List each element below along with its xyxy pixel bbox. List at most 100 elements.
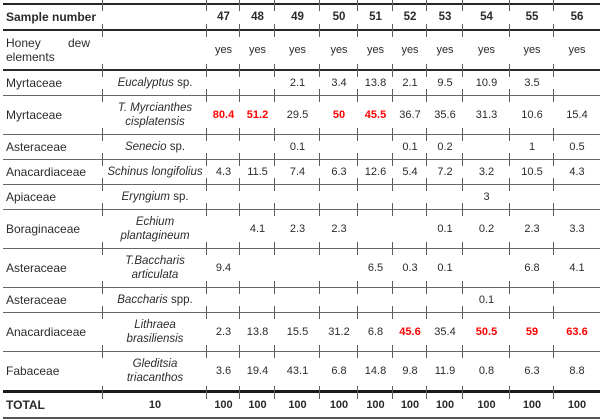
species-name: Eryngium — [121, 191, 171, 203]
species-row: Asteraceae Baccharis spp. 0.1 — [3, 281, 600, 312]
value-cell: 3.3 — [553, 203, 600, 248]
value-cell: 2.3 — [319, 203, 358, 248]
species-suffix: sp. — [177, 77, 193, 89]
sample-number-label: Sample number — [3, 3, 103, 29]
species-row: Myrtaceae Eucalyptus sp. 2.1 3.4 13.8 2.1 9.5 1… — [3, 64, 600, 95]
sample-number-cell: 54 — [462, 0, 510, 29]
value-cell: 13.8 — [357, 64, 393, 95]
sample-number-cell: 53 — [426, 0, 463, 29]
species-cell: Baccharis spp. — [102, 281, 207, 312]
total-value-cell: 100 — [319, 386, 358, 419]
sample-number-cell: 52 — [392, 0, 427, 29]
species-name: Echium — [135, 216, 175, 228]
value-cell: 80.4 — [206, 89, 240, 134]
value-cell: 45.5 — [357, 89, 393, 134]
value-cell — [239, 242, 275, 287]
value-cell — [509, 281, 554, 312]
value-cell — [553, 281, 600, 312]
total-label-cell: TOTAL — [3, 390, 103, 419]
value-cell: 63.6 — [553, 306, 600, 351]
value-cell — [509, 178, 554, 209]
total-value-cell: 100 — [274, 386, 320, 419]
honeydew-word-dew: dew — [67, 36, 90, 50]
value-cell: 51.2 — [239, 89, 275, 134]
species-row: Anacardiaceae Lithraea brasiliensis 2.3 13.8… — [3, 306, 600, 351]
family-cell: Asteraceae — [3, 287, 103, 312]
value-cell: 4.3 — [206, 153, 240, 184]
honeydew-label: Honey dew elements — [6, 36, 102, 64]
value-cell — [239, 128, 275, 159]
value-cell — [206, 281, 240, 312]
honeydew-label-line1: Honey dew — [6, 36, 90, 50]
family-cell: Apiaceae — [3, 184, 103, 209]
value-cell: 50.5 — [462, 306, 510, 351]
species-cell: Schinus longifolius — [102, 153, 207, 184]
total-value-cell: 100 — [509, 386, 554, 419]
value-cell: 0.1 — [462, 281, 510, 312]
value-cell — [392, 178, 427, 209]
species-row: Myrtaceae T. Myrcianthes cisplatensis 80.4 5… — [3, 89, 600, 134]
value-cell — [319, 178, 358, 209]
sample-number-cell: 49 — [274, 0, 320, 29]
total-count-cell: 10 — [102, 386, 207, 419]
total-value-cell: 100 — [392, 386, 427, 419]
value-cell — [319, 128, 358, 159]
value-cell: 8.8 — [553, 345, 600, 390]
value-cell: 6.5 — [357, 242, 393, 287]
total-value-cell: 100 — [462, 386, 510, 419]
species-row: Boraginaceae Echium plantagineum 4.1 2.3 2.3 0… — [3, 203, 600, 248]
honeydew-spacer-cell — [102, 24, 207, 69]
species-cell: T. Myrcianthes cisplatensis — [102, 89, 207, 134]
value-cell: 0.5 — [553, 128, 600, 159]
value-cell: 10.5 — [509, 153, 554, 184]
species-name: triacanthos — [126, 372, 184, 384]
honeydew-value-cell: yes — [509, 24, 554, 69]
value-cell: 3.6 — [206, 345, 240, 390]
value-cell: 36.7 — [392, 89, 427, 134]
total-value-cell: 100 — [357, 386, 393, 419]
species-cell: Eucalyptus sp. — [102, 64, 207, 95]
value-cell: 2.3 — [509, 203, 554, 248]
species-name: Lithraea — [134, 319, 176, 331]
value-cell — [392, 203, 427, 248]
value-cell: 35.6 — [426, 89, 463, 134]
value-cell: 0.1 — [392, 128, 427, 159]
species-name: plantagineum — [120, 230, 190, 242]
species-cell: Gleditsia triacanthos — [102, 345, 207, 390]
value-cell: 0.1 — [426, 242, 463, 287]
value-cell — [462, 242, 510, 287]
species-row: Asteraceae T.Baccharis articulata 9.4 6.5 0.3… — [3, 242, 600, 287]
species-suffix: sp. — [173, 191, 189, 203]
value-cell: 29.5 — [274, 89, 320, 134]
family-cell: Myrtaceae — [3, 69, 103, 95]
honeydew-label-line2: elements — [6, 50, 55, 64]
value-cell: 12.6 — [357, 153, 393, 184]
value-cell — [319, 242, 358, 287]
value-cell: 59 — [509, 306, 554, 351]
species-name: brasiliensis — [126, 333, 184, 345]
value-cell: 9.8 — [392, 345, 427, 390]
value-cell: 3 — [462, 178, 510, 209]
honeydew-value-cell: yes — [239, 24, 275, 69]
species-suffix: sp. — [169, 141, 186, 153]
table-body: Sample number 47 48 49 50 51 52 53 54 55 56 Honey de… — [3, 0, 600, 419]
species-cell: Senecio sp. — [102, 128, 207, 159]
value-cell — [239, 178, 275, 209]
family-cell: Asteraceae — [3, 248, 103, 287]
value-cell — [239, 281, 275, 312]
value-cell: 2.1 — [392, 64, 427, 95]
value-cell: 11.5 — [239, 153, 275, 184]
honeydew-value-cell: yes — [274, 24, 320, 69]
species-cell: Eryngium sp. — [102, 178, 207, 209]
species-row: Asteraceae Senecio sp. 0.1 0.1 0.2 1 0.5 — [3, 128, 600, 159]
value-cell: 6.3 — [319, 153, 358, 184]
family-cell: Fabaceae — [3, 351, 103, 390]
honeydew-value-cell: yes — [462, 24, 510, 69]
pollen-sample-table: Sample number 47 48 49 50 51 52 53 54 55 56 Honey de… — [3, 0, 600, 419]
value-cell: 43.1 — [274, 345, 320, 390]
family-cell: Boraginaceae — [3, 209, 103, 248]
value-cell: 0.8 — [462, 345, 510, 390]
honeydew-value-cell: yes — [206, 24, 240, 69]
honeydew-value-cell: yes — [553, 24, 600, 69]
honeydew-row: Honey dew elements yes yes yes yes yes yes yes yes… — [3, 24, 600, 69]
